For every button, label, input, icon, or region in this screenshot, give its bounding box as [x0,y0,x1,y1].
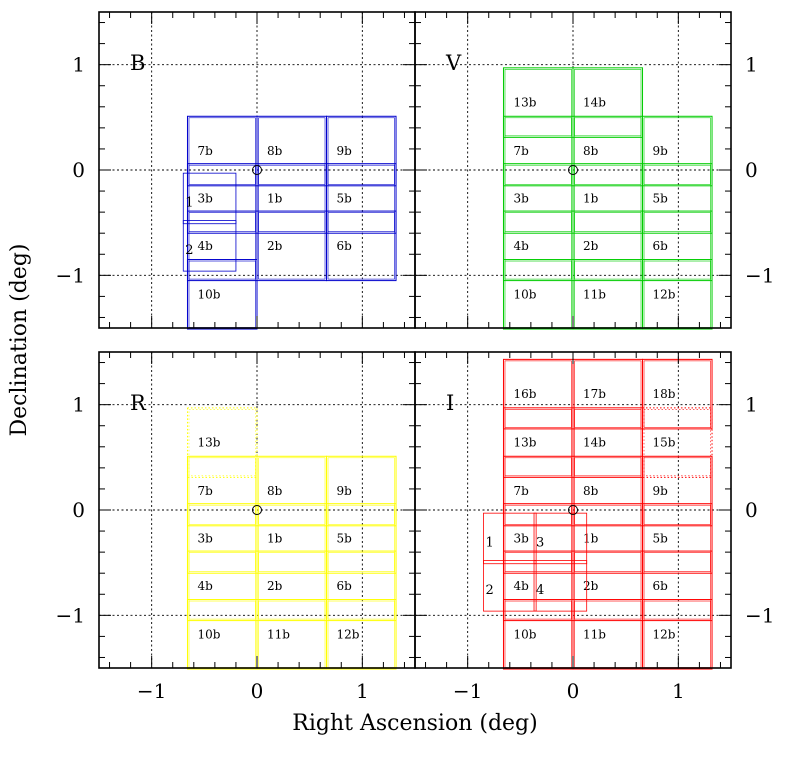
field-label: 7b [197,144,213,158]
band-label-B: B [130,51,145,75]
y-tick-label: 1 [72,393,85,417]
field-label: 18b [653,387,676,401]
field-label: 13b [513,436,536,450]
field-group-R: 13b 7b 8b 9b 3b 1b 5b 4b 2b 6b 10b 11b 12b [187,408,396,669]
subfield-label: 1 [485,535,493,550]
frame-layer [99,12,731,668]
field-label: 6b [653,239,669,253]
subfield-label: 3 [536,535,544,550]
field-label: 8b [267,144,283,158]
y-axis-label: Declination (deg) [7,244,32,437]
y-tick-label: 1 [72,53,85,77]
field-label: 6b [337,579,353,593]
field-label: 10b [513,627,536,641]
field-label: 7b [513,484,529,498]
panel-B: 7b 8b 9b 3b 1b 5b 4b 2b 6b 10b 1 2 B −1 0 1 [56,12,415,329]
subfield-label: 1 [185,195,193,210]
x-tick-label: 1 [672,679,685,703]
field-label: 11b [583,287,606,301]
field-label: 16b [513,387,536,401]
y-tick-label: 0 [745,498,758,522]
field-label: 5b [653,531,669,545]
field-label: 1b [267,191,283,205]
x-tick-label: −1 [137,679,166,703]
panel-V: 13b 14b 7b 8b 9b 3b 1b 5b 4b 2b 6b 10b 11b 12b V −1 0 1 [415,12,774,329]
field-label: 6b [337,239,353,253]
field-label: 11b [267,627,290,641]
x-tick-label: 0 [567,679,580,703]
field-label: 4b [197,579,213,593]
field-label: 3b [197,531,213,545]
field-label: 13b [197,436,220,450]
field-label: 3b [513,531,529,545]
field-label: 5b [337,191,353,205]
field-label: 13b [513,96,536,110]
field-label: 3b [197,191,213,205]
field-label: 2b [583,239,599,253]
field-label: 1b [583,531,599,545]
band-label-I: I [446,391,454,415]
field-label: 1b [583,191,599,205]
field-label: 12b [337,627,360,641]
field-label: 7b [197,484,213,498]
field-group-B: 7b 8b 9b 3b 1b 5b 4b 2b 6b 10b 1 2 [183,116,396,329]
field-label: 8b [583,144,599,158]
field-label: 2b [267,239,283,253]
field-group-V: 13b 14b 7b 8b 9b 3b 1b 5b 4b 2b 6b 10b 11b 12b [503,68,712,329]
y-tick-label: −1 [56,603,85,627]
field-label: 11b [583,627,606,641]
field-label: 4b [513,239,529,253]
field-label: 15b [653,436,676,450]
band-label-R: R [130,391,147,415]
y-tick-label: −1 [745,263,774,287]
field-label: 9b [653,144,669,158]
field-label: 1b [267,531,283,545]
field-label: 6b [653,579,669,593]
x-tick-label: −1 [453,679,482,703]
field-label: 9b [337,484,353,498]
y-tick-label: −1 [56,263,85,287]
y-tick-label: −1 [745,603,774,627]
subfield-label: 2 [185,243,193,258]
field-label: 5b [337,531,353,545]
field-label: 8b [583,484,599,498]
x-tick-label: 1 [356,679,369,703]
y-tick-label: 0 [745,158,758,182]
field-label: 4b [513,579,529,593]
field-label: 5b [653,191,669,205]
x-tick-label: 0 [251,679,264,703]
band-label-V: V [445,51,462,75]
y-tick-label: 0 [72,498,85,522]
y-tick-label: 0 [72,158,85,182]
y-tick-label: 1 [745,393,758,417]
field-label: 12b [653,627,676,641]
field-label: 9b [653,484,669,498]
field-label: 14b [583,436,606,450]
field-label: 2b [583,579,599,593]
field-label: 4b [197,239,213,253]
subfield-label: 4 [536,583,544,598]
field-label: 8b [267,484,283,498]
field-label: 7b [513,144,529,158]
field-label: 14b [583,96,606,110]
panel-I: 16b 17b 18b 13b 14b 15b 7b 8b 9b 3b 1b 5b 4b 2b 6b 10b 1… [415,352,774,703]
field-label: 9b [337,144,353,158]
field-label: 2b [267,579,283,593]
field-label: 10b [513,287,536,301]
x-axis-label: Right Ascension (deg) [292,711,537,736]
field-label: 3b [513,191,529,205]
y-tick-label: 1 [745,53,758,77]
field-label: 17b [583,387,606,401]
field-label: 10b [197,287,220,301]
field-label: 10b [197,627,220,641]
field-group-I: 16b 17b 18b 13b 14b 15b 7b 8b 9b 3b 1b 5b 4b 2b 6b 10b 1… [483,359,712,669]
field-label: 12b [653,287,676,301]
panel-R: 13b 7b 8b 9b 3b 1b 5b 4b 2b 6b 10b 11b 12b R −1 0 1 −1 0 1 [56,352,415,703]
subfield-label: 2 [485,583,493,598]
